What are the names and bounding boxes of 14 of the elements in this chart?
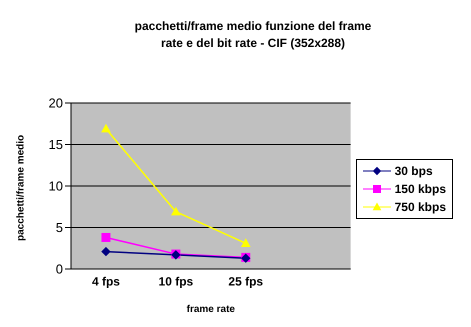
y-tick-label: 15 xyxy=(48,137,63,152)
legend-label: 750 kbps xyxy=(394,200,446,214)
y-tick-label: 0 xyxy=(56,262,63,277)
y-tick-label: 5 xyxy=(56,220,63,236)
x-tick-label: 10 fps xyxy=(158,274,194,289)
chart-title: pacchetti/frame medio funzione del frame rate e del bit rate - CIF (352x288) xyxy=(134,18,372,52)
legend-label: 150 kbps xyxy=(394,182,446,196)
x-tick-label: 25 fps xyxy=(228,274,264,289)
x-axis-title: frame rate xyxy=(186,304,236,315)
y-tick-label: 10 xyxy=(48,178,63,194)
y-axis-title: pacchetti/frame medio xyxy=(16,134,27,241)
x-tick-label: 4 fps xyxy=(92,274,120,289)
legend-label: 30 bps xyxy=(394,164,433,178)
y-tick-label: 20 xyxy=(48,96,63,111)
